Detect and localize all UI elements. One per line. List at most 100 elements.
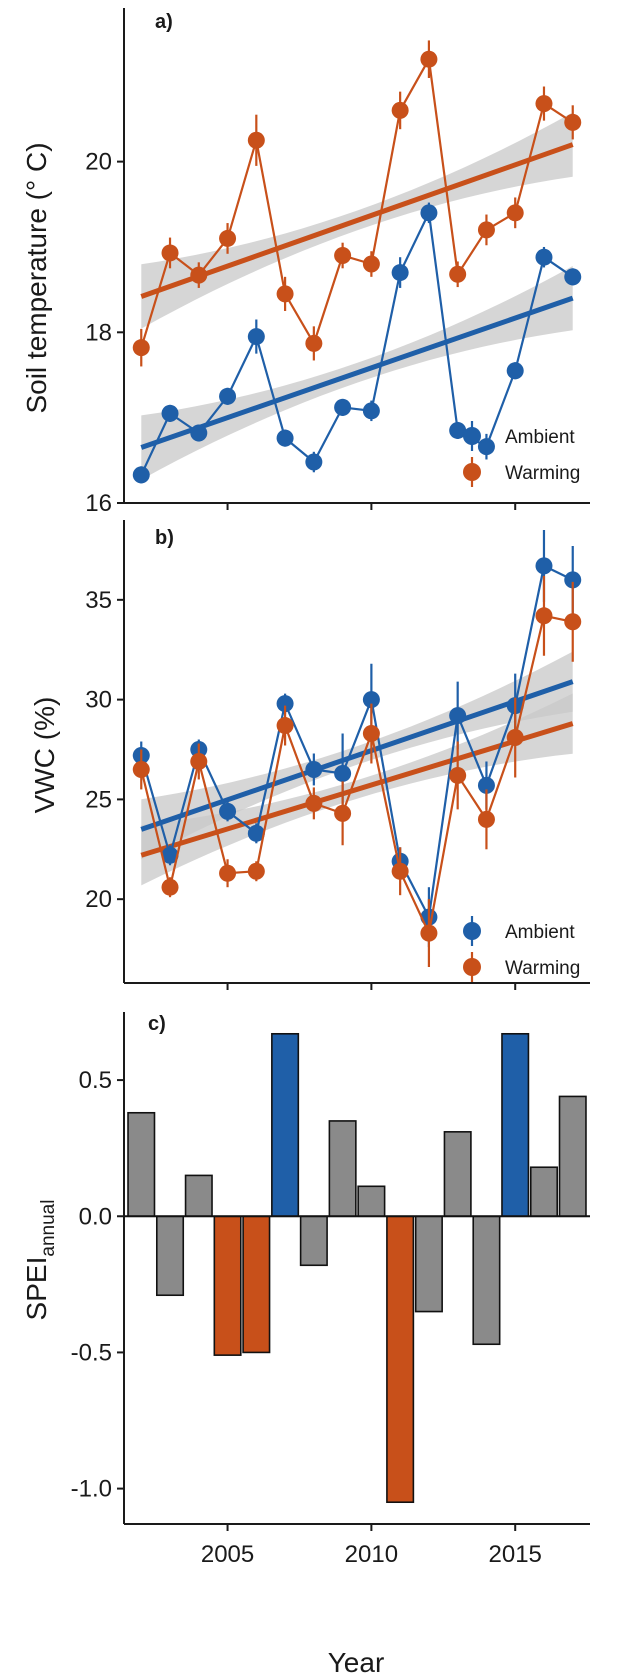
panel-b-point-ambient	[564, 571, 582, 589]
panel-b-point-warming	[190, 752, 208, 770]
panel-b-point-warming	[535, 607, 553, 625]
panel-b-y-tick-label: 25	[85, 786, 112, 813]
panel-a-point-ambient	[305, 453, 323, 471]
panel-a-ticks: 16 18 20	[85, 149, 517, 517]
panel-b-point-ambient	[362, 691, 380, 709]
panel-a-point-ambient	[334, 398, 352, 416]
panel-a-point-ambient	[391, 264, 409, 282]
panel-b-point-warming	[564, 613, 582, 631]
panel-a-trend-warming	[140, 142, 574, 299]
bar-2010	[357, 1185, 386, 1218]
panel-b-series	[132, 529, 582, 968]
panel-a-point-warming	[219, 229, 237, 247]
bar-2009	[328, 1120, 357, 1218]
bar-2011	[386, 1215, 415, 1504]
panel-b-point-ambient	[535, 557, 553, 575]
panel-a-y-tick-label: 20	[85, 149, 112, 176]
panel-a-point-ambient	[161, 404, 179, 422]
panel-a-point-ambient	[449, 421, 467, 439]
panel-a-series-warming	[132, 40, 582, 367]
panel-b-point-ambient	[161, 846, 179, 864]
panel-a-legend-item-warming: Warming	[463, 457, 580, 487]
panel-a-y-tick-label: 18	[85, 319, 112, 346]
panel-b-axes	[123, 520, 590, 984]
panel-a-point-warming	[276, 285, 294, 303]
x-tick-label: 2005	[201, 1541, 254, 1568]
panel-b-point-ambient	[276, 695, 294, 713]
panel-a-trend-lines	[140, 142, 574, 450]
panel-c-spei: 0.5 0.0 -0.5 -1.0 2005 2010 2015 c) SPEIannual…	[21, 1012, 590, 1677]
panel-b-point-warming	[161, 878, 179, 896]
bar-2003	[155, 1215, 185, 1297]
panel-a-legend-label-warming: Warming	[505, 463, 580, 484]
bar-2006	[242, 1215, 271, 1354]
panel-b-point-warming	[219, 864, 237, 882]
panel-a-point-ambient	[219, 387, 237, 405]
bar-2016	[529, 1166, 559, 1218]
panel-a-series-ambient	[132, 202, 582, 484]
panel-a-point-warming	[477, 221, 495, 239]
panel-b-legend-swatch-ambient	[463, 922, 481, 940]
panel-b-legend-item-warming: Warming	[463, 952, 580, 982]
panel-b-point-warming	[334, 804, 352, 822]
panel-c-axes	[123, 1012, 590, 1525]
panel-b-label: b)	[155, 527, 174, 549]
panel-a-point-warming	[132, 339, 150, 357]
bar-2004	[184, 1174, 213, 1218]
panel-b-legend-item-ambient: Ambient	[463, 916, 575, 946]
panel-b-ticks: 20 25 30 35	[85, 587, 517, 990]
panel-b-point-warming	[132, 760, 150, 778]
panel-c-ticks: 0.5 0.0 -0.5 -1.0 2005 2010 2015	[71, 1067, 542, 1568]
panel-a-series	[132, 40, 582, 484]
panel-c-y-tick-label: -1.0	[71, 1476, 112, 1503]
panel-a-point-warming	[334, 247, 352, 264]
bar-2015	[501, 1032, 530, 1218]
panel-a-soil-temperature: 16 18 20 Ambient Warming a) Soil temperatur…	[21, 8, 590, 517]
panel-b-point-ambient	[334, 764, 352, 782]
panel-a-legend-label-ambient: Ambient	[505, 427, 575, 448]
panel-c-y-axis-title-main: SPEI	[21, 1257, 52, 1321]
panel-a-point-warming	[362, 255, 380, 273]
panel-a-point-ambient	[420, 204, 438, 222]
panel-a-trend-ambient	[140, 295, 574, 450]
panel-a-point-warming	[449, 265, 467, 283]
panel-a-legend-swatch-warming	[463, 463, 481, 481]
panel-b-legend-label-ambient: Ambient	[505, 922, 575, 943]
panel-a-line-warming	[140, 55, 574, 349]
panel-c-bars	[124, 1032, 590, 1504]
panel-a-point-warming	[564, 113, 582, 131]
panel-a-line-ambient	[140, 209, 574, 476]
panel-b-line-ambient	[140, 564, 574, 921]
panel-a-point-warming	[247, 131, 265, 149]
panel-b-legend: Ambient Warming	[463, 916, 580, 982]
panel-a-point-ambient	[190, 424, 208, 442]
panel-b-y-tick-label: 35	[85, 587, 112, 614]
panel-a-point-warming	[190, 266, 208, 284]
panel-b-legend-swatch-warming	[463, 958, 481, 976]
bar-2005	[213, 1215, 242, 1356]
bar-2008	[299, 1215, 328, 1267]
panel-b-y-tick-label: 30	[85, 687, 112, 714]
panel-b-series-warming	[132, 575, 582, 968]
panel-a-point-ambient	[247, 328, 265, 346]
bar-2007	[271, 1032, 300, 1218]
panel-b-trend-ambient	[140, 679, 574, 832]
bar-2012	[414, 1215, 443, 1313]
panel-b-line-warming	[140, 614, 573, 937]
panel-a-point-warming	[535, 95, 553, 113]
panel-c-y-tick-label: 0.5	[79, 1067, 112, 1094]
panel-c-y-axis-title-subscript: annual	[38, 1200, 59, 1257]
panel-b-point-ambient	[449, 707, 467, 725]
panel-a-axes	[123, 8, 590, 504]
panel-b-point-warming	[276, 717, 294, 735]
panel-c-y-axis-title: SPEIannual	[21, 1200, 59, 1321]
panel-b-point-warming	[477, 810, 495, 828]
panel-a-point-ambient	[132, 466, 150, 484]
panel-a-point-ambient	[564, 268, 582, 286]
panel-b-y-tick-label: 20	[85, 886, 112, 913]
panel-a-point-warming	[305, 334, 323, 352]
panel-a-point-ambient	[276, 429, 294, 447]
panel-a-point-warming	[161, 244, 179, 262]
